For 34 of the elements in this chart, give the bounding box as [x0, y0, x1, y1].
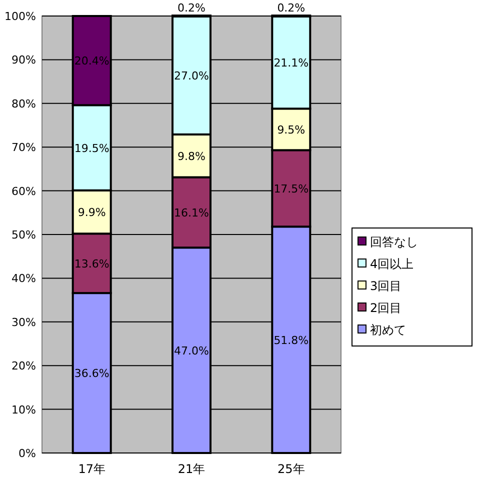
data-label: 27.0%: [174, 69, 209, 82]
y-tick-label: 60%: [12, 184, 36, 198]
y-tick-label: 50%: [12, 228, 36, 242]
y-tick-label: 0%: [18, 447, 36, 460]
data-label: 19.5%: [74, 142, 110, 155]
y-tick-label: 10%: [12, 403, 36, 416]
y-tick-label: 90%: [12, 54, 36, 67]
y-tick-label: 40%: [12, 272, 36, 286]
x-tick-label: 25年: [278, 462, 305, 476]
y-tick-label: 20%: [12, 360, 36, 373]
y-tick-label: 100%: [4, 10, 36, 23]
legend-label: 回答なし: [370, 235, 418, 249]
data-label: 16.1%: [174, 206, 209, 220]
data-label: 9.5%: [277, 123, 306, 136]
data-label: 36.6%: [74, 367, 110, 380]
legend-label: 初めて: [370, 323, 406, 337]
data-label: 0.2%: [178, 2, 206, 15]
y-tick-label: 70%: [12, 141, 36, 154]
data-label: 9.9%: [78, 206, 106, 219]
data-label: 51.8%: [274, 334, 309, 347]
legend-label: 3回目: [370, 279, 402, 293]
data-label: 17.5%: [274, 182, 309, 196]
legend-label: 2回目: [370, 301, 402, 315]
data-label: 20.4%: [74, 54, 110, 68]
x-tick-label: 21年: [178, 462, 206, 476]
x-tick-label: 17年: [78, 462, 106, 476]
y-tick-label: 30%: [12, 316, 36, 329]
data-label: 9.8%: [178, 150, 206, 163]
data-label: 21.1%: [274, 56, 309, 70]
legend-label: 4回以上: [370, 257, 414, 271]
y-tick-label: 80%: [12, 97, 36, 110]
data-label: 13.6%: [74, 257, 110, 270]
data-label: 47.0%: [174, 344, 209, 358]
data-label: 0.2%: [277, 2, 306, 15]
